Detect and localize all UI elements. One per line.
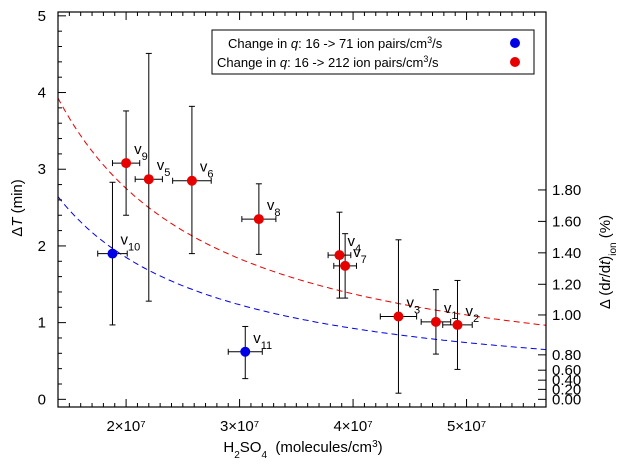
data-point-v6: v6 [172, 105, 214, 255]
data-point-v2: v2 [442, 279, 479, 370]
legend-marker-red [510, 57, 520, 67]
plot-frame [57, 11, 547, 408]
data-point-v4: v4 [327, 211, 361, 299]
point-marker [107, 248, 118, 259]
y2-tick-label: 1.20 [552, 276, 581, 293]
x-tick-label: 4×10⁷ [333, 418, 372, 435]
y2-tick-label: 0.60 [552, 362, 581, 379]
point-label: v4 [347, 233, 361, 255]
x-tick-label: 3×10⁷ [220, 418, 259, 435]
point-label: v1 [444, 300, 458, 322]
legend-box [211, 29, 535, 75]
y2-axis-title: Δ (dr/dt)ion (%) [597, 215, 619, 309]
data-point-v5: v5 [134, 52, 171, 302]
y2-axis-ticks: 0.000.200.400.600.80 1.00 1.20 1.40 1.60 1.80 [538, 182, 581, 408]
y-tick-label: 1 [38, 315, 46, 332]
y2-tick-label: 1.60 [552, 213, 581, 230]
point-label: v10 [120, 232, 140, 254]
legend-label-red: Change in q: 16 -> 212 ion pairs/cm3/s [217, 54, 439, 70]
fit-curve-1 [58, 97, 546, 326]
data-point-v3: v3 [379, 239, 420, 394]
y2-tick-label: 1.00 [552, 307, 581, 324]
y-tick-label: 2 [38, 238, 46, 255]
x-tick-label: 2×10⁷ [106, 418, 145, 435]
point-label: v8 [267, 197, 281, 219]
point-marker [340, 260, 351, 271]
y2-tick-label: 1.80 [552, 182, 581, 199]
y2-tick-label: 1.40 [552, 245, 581, 262]
data-point-v8: v8 [241, 183, 281, 255]
y2-tick-label: 0.40 [552, 372, 581, 389]
x-axis-ticks: 2×10⁷ 3×10⁷ 4×10⁷ 5×10⁷ [68, 12, 536, 435]
point-marker [240, 346, 251, 357]
point-label: v6 [200, 159, 214, 181]
data-point-v9: v9 [111, 110, 148, 216]
x-axis-title: H2SO4 (molecules/cm3) [223, 439, 382, 461]
point-label: v2 [465, 303, 479, 325]
point-marker [121, 158, 132, 169]
point-marker [393, 311, 404, 322]
point-label: v3 [406, 294, 420, 316]
point-marker [253, 214, 264, 225]
fit-curve-0 [58, 196, 546, 350]
data-point-v10: v10 [97, 181, 140, 326]
y-axis-title: ΔT (min) [9, 179, 26, 237]
y2-tick-label: 0.00 [552, 391, 581, 408]
legend-label-blue: Change in q: 16 -> 71 ion pairs/cm3/s [228, 35, 443, 51]
point-marker [186, 175, 197, 186]
y-tick-label: 3 [38, 161, 46, 178]
data-point-v1: v1 [420, 289, 458, 355]
point-marker [452, 319, 463, 330]
fit-curves [58, 97, 546, 350]
x-tick-label: 5×10⁷ [447, 418, 486, 435]
point-label: v9 [134, 141, 148, 163]
y2-tick-label: 0.20 [552, 381, 581, 398]
y-axis-ticks: 0 1 2 3 4 5 [38, 8, 66, 408]
data-point-v7: v7 [333, 233, 367, 299]
point-label: v7 [353, 244, 367, 266]
y-tick-label: 4 [38, 85, 46, 102]
legend: Change in q: 16 -> 71 ion pairs/cm3/s Ch… [211, 29, 535, 75]
y-tick-label: 0 [38, 391, 46, 408]
point-marker [334, 250, 345, 261]
point-label: v11 [253, 330, 272, 352]
y2-tick-label: 0.80 [552, 347, 581, 364]
data-point-v11: v11 [227, 325, 272, 380]
y-tick-label: 5 [38, 8, 46, 25]
point-marker [430, 316, 441, 327]
legend-marker-blue [510, 38, 520, 48]
point-label: v5 [157, 157, 171, 179]
point-marker [143, 174, 154, 185]
